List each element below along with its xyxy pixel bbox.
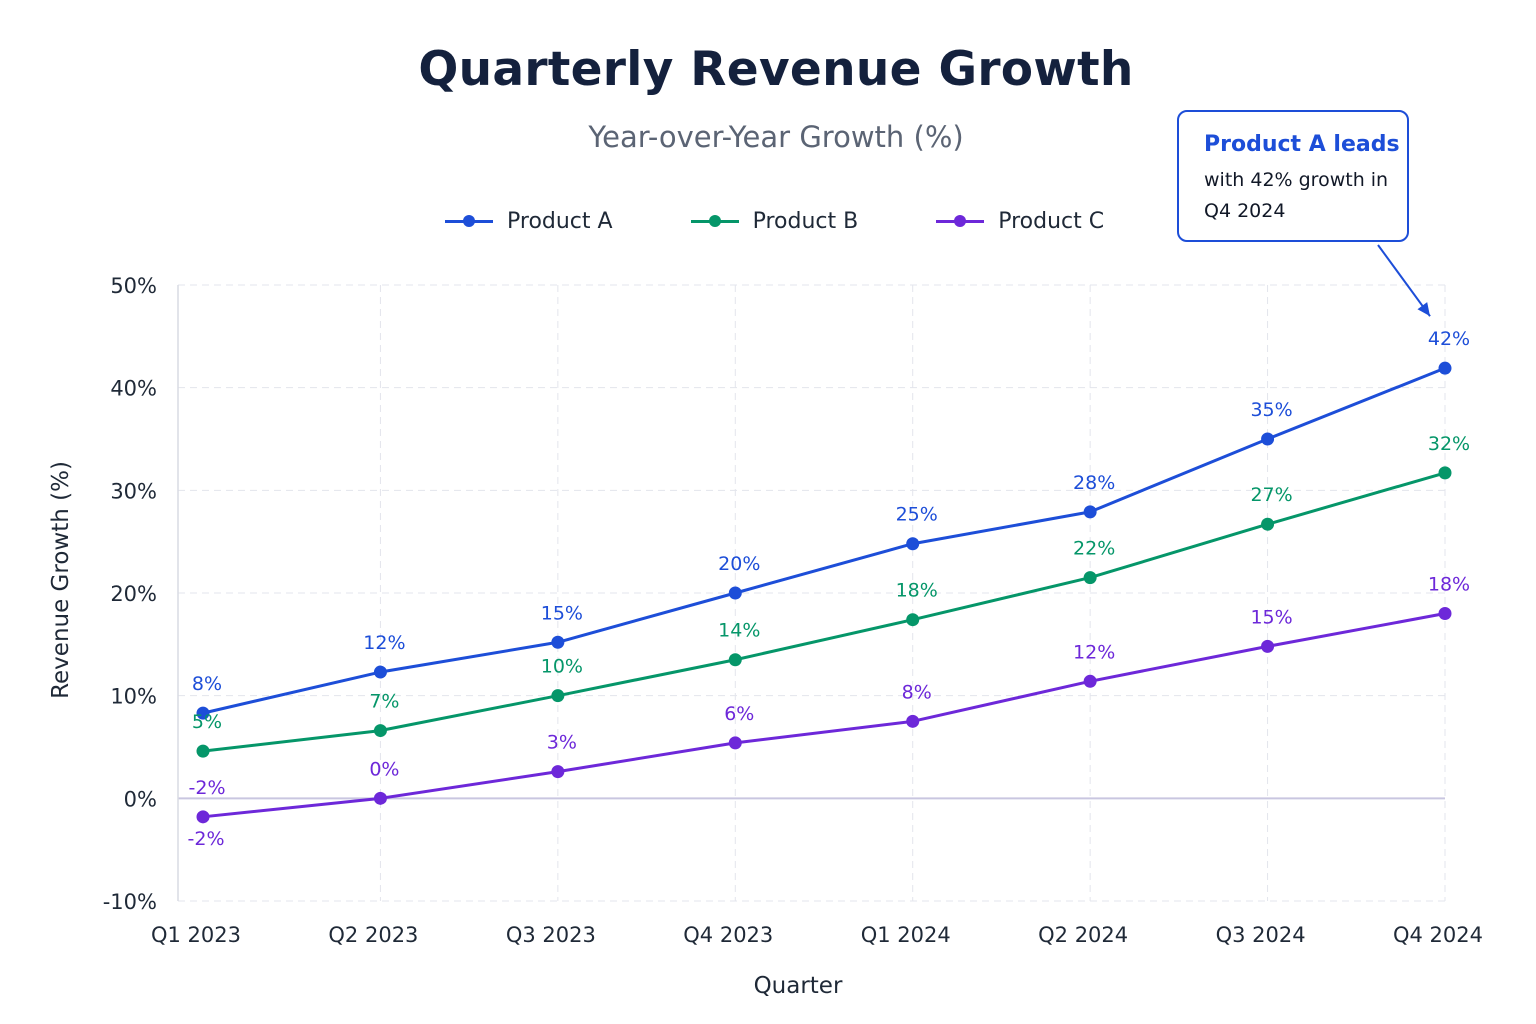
annotation-callout: Product A leads with 42% growth in Q4 20…	[1177, 110, 1409, 242]
data-label-product-b: 14%	[718, 620, 760, 642]
annotation-arrow-line	[1377, 244, 1431, 317]
data-label-product-c: 15%	[1250, 606, 1292, 628]
data-point-product-b	[1438, 466, 1452, 480]
data-point-product-b	[196, 744, 210, 758]
annotation-title: Product A leads	[1204, 132, 1400, 157]
data-point-product-a	[1261, 432, 1275, 446]
series-line-product-c	[202, 612, 1446, 819]
data-label-extra: -2%	[188, 828, 225, 850]
data-point-product-c	[1438, 607, 1452, 621]
data-label-product-a: 12%	[363, 632, 405, 654]
data-label-product-a: 15%	[541, 602, 583, 624]
data-label-product-a: 28%	[1073, 472, 1115, 494]
x-tick-label: Q2 2024	[1038, 923, 1128, 947]
y-tick-label: 0%	[124, 787, 157, 811]
y-tick-label: 20%	[110, 582, 157, 606]
y-tick-label: -10%	[103, 890, 157, 914]
data-point-product-a	[906, 537, 920, 551]
data-label-product-a: 20%	[718, 553, 760, 575]
data-point-product-c	[728, 736, 742, 750]
data-label-product-a: 25%	[896, 504, 938, 526]
legend-label-product-a: Product A	[507, 208, 613, 234]
data-point-product-a	[551, 635, 565, 649]
legend-swatch-product-c	[936, 215, 985, 227]
x-tick-label: Q4 2024	[1393, 923, 1483, 947]
x-tick-label: Q3 2024	[1216, 923, 1306, 947]
data-point-product-b	[906, 613, 920, 627]
data-label-product-c: 3%	[547, 732, 577, 754]
annotation-body: with 42% growth in Q4 2024	[1204, 169, 1389, 222]
data-point-product-c	[196, 810, 210, 824]
data-point-product-a	[1438, 361, 1452, 375]
data-label-product-c: 0%	[369, 758, 399, 780]
data-point-product-c	[906, 714, 920, 728]
y-axis-title: Revenue Growth (%)	[48, 461, 74, 699]
data-point-product-c	[373, 791, 387, 805]
y-tick-label: 10%	[110, 685, 157, 709]
chart-title: Quarterly Revenue Growth	[418, 42, 1134, 97]
data-label-product-a: 8%	[192, 673, 222, 695]
data-point-product-a	[728, 586, 742, 600]
data-label-product-c: -2%	[189, 777, 226, 799]
legend: Product A Product B Product C	[445, 206, 1182, 236]
data-label-product-b: 7%	[369, 691, 399, 713]
annotation-arrow-head	[1417, 302, 1430, 317]
series-line-product-b	[202, 471, 1446, 753]
legend-swatch-product-b	[690, 215, 739, 227]
data-point-product-c	[551, 765, 565, 779]
data-label-product-b: 27%	[1250, 484, 1292, 506]
x-tick-label: Q1 2024	[861, 923, 951, 947]
data-point-product-b	[728, 653, 742, 667]
x-axis-title: Quarter	[754, 973, 843, 999]
legend-label-product-b: Product B	[752, 208, 859, 234]
legend-label-product-c: Product C	[998, 208, 1105, 234]
data-label-product-c: 6%	[724, 703, 754, 725]
data-point-product-b	[1261, 517, 1275, 531]
data-label-product-b: 22%	[1073, 538, 1115, 560]
data-label-product-b: 18%	[896, 580, 938, 602]
x-tick-label: Q4 2023	[683, 923, 773, 947]
data-point-product-a	[373, 665, 387, 679]
data-point-product-a	[196, 706, 210, 720]
y-tick-label: 30%	[110, 479, 157, 503]
data-label-product-b: 5%	[192, 711, 222, 733]
y-tick-label: 40%	[110, 377, 157, 401]
data-label-product-c: 18%	[1428, 574, 1470, 596]
data-label-product-c: 12%	[1073, 641, 1115, 663]
data-point-product-b	[373, 724, 387, 738]
chart-subtitle: Year-over-Year Growth (%)	[588, 120, 964, 154]
x-tick-label: Q3 2023	[506, 923, 596, 947]
y-tick-label: 50%	[110, 274, 157, 298]
x-tick-label: Q2 2023	[328, 923, 418, 947]
legend-item-product-b: Product B	[690, 208, 859, 234]
legend-item-product-a: Product A	[445, 209, 613, 234]
data-label-product-a: 35%	[1250, 399, 1292, 421]
data-label-product-a: 42%	[1428, 328, 1470, 350]
data-point-product-b	[551, 689, 565, 703]
data-point-product-c	[1083, 674, 1097, 688]
series-line-product-a	[202, 366, 1446, 715]
data-label-product-b: 10%	[541, 656, 583, 678]
data-point-product-b	[1083, 571, 1097, 585]
data-label-product-b: 32%	[1428, 433, 1470, 455]
legend-swatch-product-a	[445, 215, 493, 227]
data-point-product-c	[1261, 639, 1275, 653]
legend-item-product-c: Product C	[936, 209, 1104, 234]
data-label-product-c: 8%	[902, 681, 932, 703]
x-tick-label: Q1 2023	[151, 923, 241, 947]
data-point-product-a	[1083, 505, 1097, 519]
